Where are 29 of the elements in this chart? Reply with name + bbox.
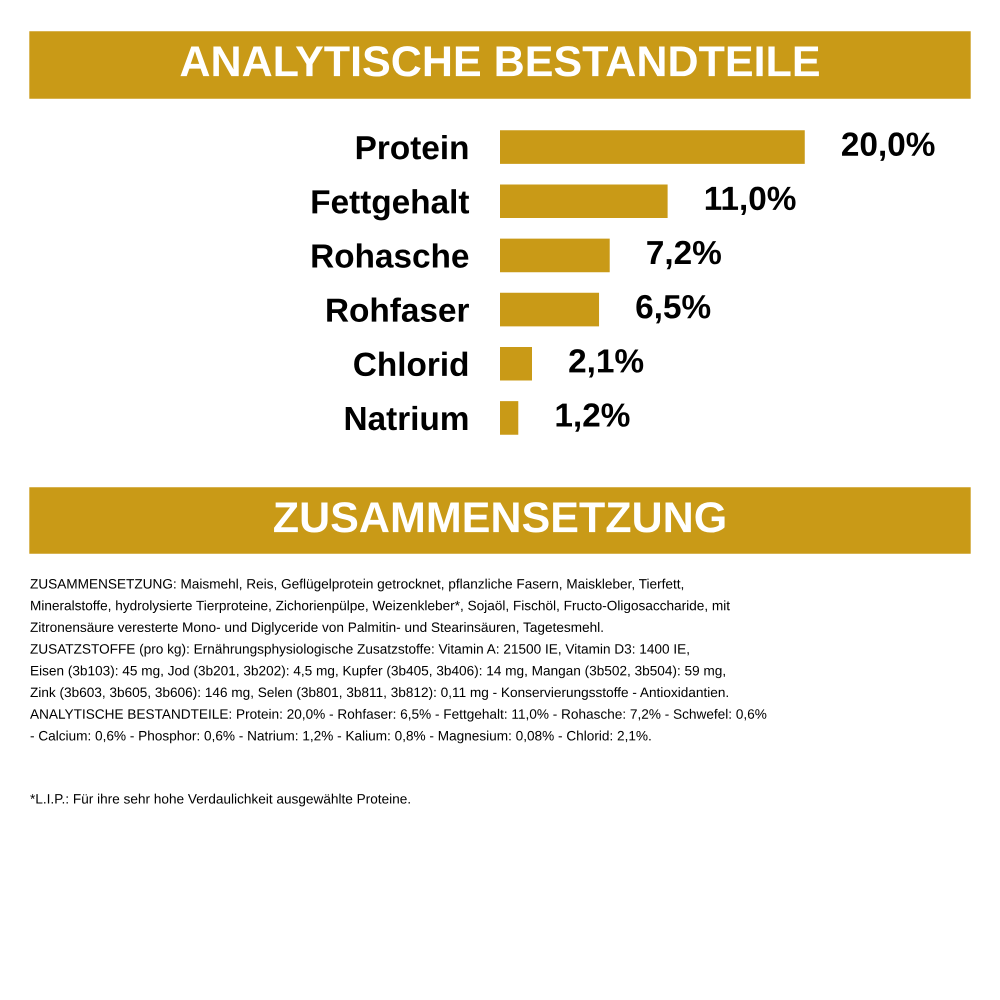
y-tick-label: Fettgehalt: [312, 189, 470, 220]
y-tick-label: Rohfaser: [327, 298, 469, 322]
bar: [500, 292, 600, 326]
text: *L.I.P.: Für ihre sehr hohe Verdaulichkeit ausgewählte Proteine.: [30, 794, 410, 806]
data-label: 1,2%: [556, 403, 630, 432]
y-tick-label: Chlorid: [354, 352, 468, 376]
chart-title: ANALYTISCHE BESTANDTEILE: [180, 46, 819, 77]
bar: [500, 184, 668, 218]
bar: [500, 238, 610, 272]
data-label: 2,1%: [569, 349, 644, 378]
text: ANALYTISCHE BESTANDTEILE: Protein: 20,0% - Rohfaser: 6,5% - Fettgehalt: 11,0% - Rohasche: 7,2% - Schwefel: 0,6%: [30, 708, 766, 722]
bar: [500, 346, 532, 381]
y-tick-label: Protein: [356, 135, 468, 160]
text: - Calcium: 0,6% - Phosphor: 0,6% - Natrium: 1,2% - Kalium: 0,8% - Magnesium: 0,08% - Chlorid: 2,1%.: [30, 730, 651, 744]
data-label: 11,0%: [706, 186, 796, 216]
text: ZUSATZSTOFFE (pro kg): Ernährungsphysiologische Zusatzstoffe: Vitamin A: 21500 IE, Vitamin D3: 1400 IE,: [30, 644, 689, 656]
text: Mineralstoffe, hydrolysierte Tierproteine, Zichorienpülpe, Weizenkleber*, Sojaöl, Fischöl, Fructo-Oligosaccharide, mit: [31, 600, 730, 614]
data-label: 6,5%: [636, 294, 710, 324]
text: ZUSAMMENSETZUNG: [274, 502, 725, 533]
y-tick-label: Natrium: [346, 406, 468, 430]
text: ZUSAMMENSETZUNG: Maismehl, Reis, Geflügelprotein getrocknet, pflanzliche Fasern, Maiskleber, Tierfett,: [30, 578, 684, 592]
bar: [500, 130, 805, 164]
text: Zitronensäure veresterte Mono- und Diglyceride von Palmitin- und Stearinsäuren, Tagetesmehl.: [30, 622, 603, 635]
y-tick-label: Rohasche: [312, 243, 468, 268]
bar: [500, 401, 518, 435]
text: Zink (3b603, 3b605, 3b606): 146 mg, Selen (3b801, 3b811, 3b812): 0,11 mg - Konservierungsstoffe - Antioxidantien.: [30, 687, 728, 700]
data-label: 7,2%: [647, 240, 721, 270]
data-label: 20,0%: [842, 132, 935, 161]
text: Eisen (3b103): 45 mg, Jod (3b201, 3b202): 4,5 mg, Kupfer (3b405, 3b406): 14 mg, Mangan (3b502, 3b504): 59 mg,: [31, 665, 725, 678]
